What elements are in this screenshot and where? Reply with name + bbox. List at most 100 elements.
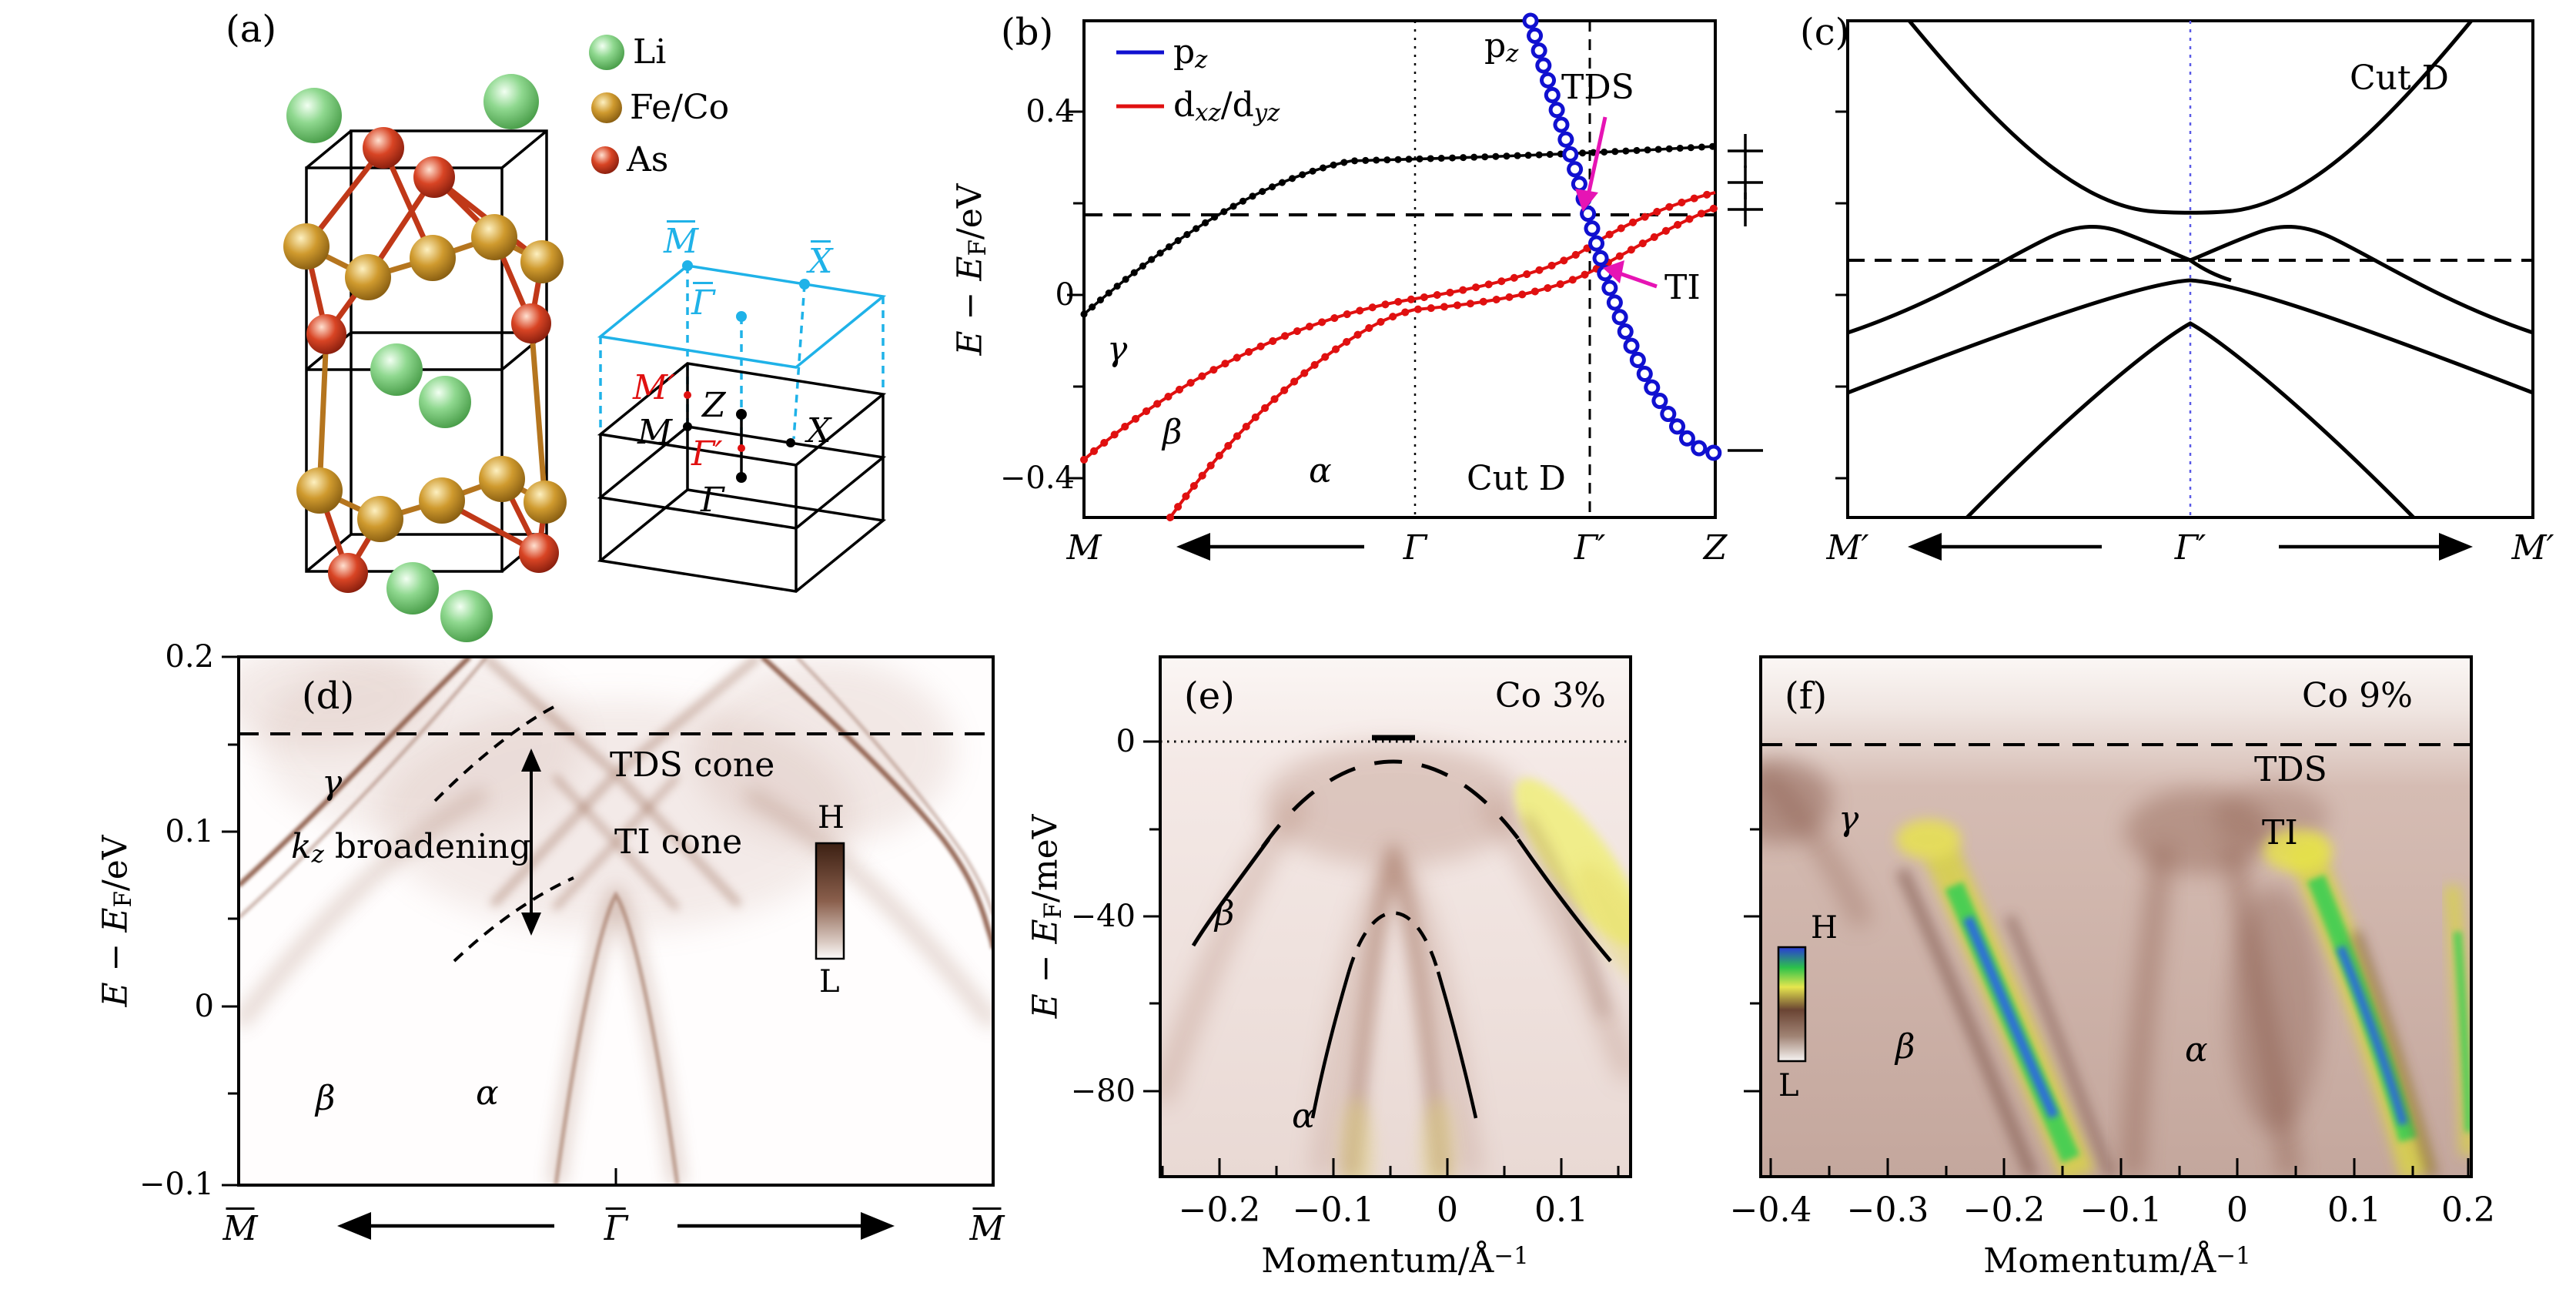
b-xlabel-gammaprime: Γ′ xyxy=(1574,528,1606,568)
b-pz-band-label: pz xyxy=(1484,26,1519,68)
atom-fe xyxy=(419,477,465,524)
d-ytick-m01: −0.1 xyxy=(139,1167,214,1202)
d-ytick-01: 0.1 xyxy=(165,814,214,849)
f-title: Co 9% xyxy=(2302,676,2413,715)
d-alpha-label: α xyxy=(476,1073,499,1113)
c-xlabel-right: M′ xyxy=(2511,528,2554,568)
legend-feco-label: Fe/Co xyxy=(630,88,730,127)
bz-gammaprime-label: Γ′ xyxy=(691,434,723,474)
f-beta-label: β xyxy=(1895,1027,1915,1067)
panel-e-ylabel: E − EF/meV xyxy=(1025,814,1067,1019)
atom-fe xyxy=(524,481,567,524)
c-right-arrow xyxy=(2279,533,2473,561)
e-xtick-m02: −0.2 xyxy=(1178,1191,1261,1230)
atom-li xyxy=(286,88,342,143)
f-xaxis-label: Momentum/Å−1 xyxy=(1983,1241,2251,1281)
atom-as xyxy=(306,314,346,354)
c-bands xyxy=(1847,19,2534,519)
f-colorbar-l: L xyxy=(1778,1068,1799,1103)
atom-as xyxy=(363,127,404,169)
atom-fe xyxy=(520,240,564,283)
e-xtick-0: 0 xyxy=(1437,1191,1458,1230)
crystal-structure xyxy=(283,74,567,642)
d-ytick-02: 0.2 xyxy=(165,639,214,675)
e-beta-label: β xyxy=(1215,894,1235,933)
b-xlabel-m: M xyxy=(1066,528,1102,568)
d-ti-cone-label: TI cone xyxy=(614,822,743,862)
f-xtick-m01: −0.1 xyxy=(2079,1191,2163,1230)
e-band-fits xyxy=(1191,735,1612,1119)
b-legend-dxz: dxz/dyz xyxy=(1173,85,1280,127)
feco-swatch xyxy=(591,92,622,123)
panel-d-ylabel: E − EF/eV xyxy=(95,835,137,1007)
d-beta-label: β xyxy=(316,1079,336,1118)
f-xtick-m03: −0.3 xyxy=(1846,1191,1929,1230)
b-xlabel-gamma: Γ xyxy=(1403,528,1427,568)
parity-marks xyxy=(1728,134,1763,452)
bz-mprime-label: M′ xyxy=(633,368,676,407)
b-legend-pz: pz xyxy=(1173,32,1208,74)
b-tds-label: TDS xyxy=(1561,68,1634,107)
panel-c-label: (c) xyxy=(1800,11,1850,54)
bz-gamma-label: Γ xyxy=(701,481,724,520)
f-xtick-02: 0.2 xyxy=(2441,1191,2495,1230)
panel-b-ylabel: E − EF/eV xyxy=(950,183,992,356)
e-ytick-m80: −80 xyxy=(1070,1073,1136,1109)
panel-a-label: (a) xyxy=(226,8,277,51)
f-colorbar xyxy=(1777,946,1807,1063)
d-gamma-label: γ xyxy=(322,763,343,802)
bz-z-label: Z xyxy=(702,386,726,425)
d-xlabel-right: M xyxy=(969,1207,1005,1248)
kz-dashed-guides xyxy=(433,703,574,963)
b-xlabel-z: Z xyxy=(1703,528,1728,568)
f-xtick-0: 0 xyxy=(2226,1191,2248,1230)
b-ytick-0: 0 xyxy=(1055,277,1075,313)
e-xtick-m01: −0.1 xyxy=(1292,1191,1375,1230)
legend-as-label: As xyxy=(627,140,669,179)
panel-b-plot xyxy=(1067,12,1763,561)
d-xlabel-left: M xyxy=(222,1207,258,1248)
panel-c-plot xyxy=(1835,19,2534,561)
kz-double-arrow xyxy=(521,748,541,936)
d-left-arrow xyxy=(337,1212,554,1240)
e-alpha-label: α xyxy=(1292,1097,1315,1136)
panel-e-plot xyxy=(1143,655,1632,1178)
atom-fe xyxy=(345,254,391,300)
panel-f-label: (f) xyxy=(1785,675,1828,718)
d-colorbar-h: H xyxy=(818,800,845,836)
e-xaxis-label: Momentum/Å−1 xyxy=(1261,1241,1529,1281)
f-gamma-label: γ xyxy=(1838,799,1859,839)
atom-fe xyxy=(471,214,517,260)
d-right-arrow xyxy=(677,1212,895,1240)
atom-fe xyxy=(357,496,403,542)
atom-as xyxy=(413,156,455,198)
d-heatmap xyxy=(239,657,993,1185)
b-alpha-label: α xyxy=(1309,451,1332,491)
b-ytick-04: 0.4 xyxy=(1025,94,1075,129)
atom-li xyxy=(386,562,439,615)
d-tds-cone-label: TDS cone xyxy=(610,745,775,785)
legend-swatches xyxy=(589,35,624,174)
bz-m-label: M xyxy=(637,413,673,452)
atom-as xyxy=(328,553,368,593)
alpha-band xyxy=(1166,204,1719,521)
panel-e-label: (e) xyxy=(1184,675,1235,718)
d-colorbar-l: L xyxy=(819,964,840,1000)
atom-li xyxy=(370,343,423,396)
b-left-arrow xyxy=(1176,533,1364,561)
c-xlabel-left: M′ xyxy=(1826,528,1869,568)
f-xtick-01: 0.1 xyxy=(2327,1191,2381,1230)
panel-f-plot xyxy=(1744,655,2473,1178)
b-gamma-label: γ xyxy=(1107,330,1128,369)
d-xlabel-center: Γ xyxy=(604,1207,628,1248)
atom-as xyxy=(511,303,551,343)
atoms xyxy=(283,74,567,642)
bz-xbar-label: X xyxy=(808,240,833,281)
beta-band xyxy=(1080,189,1719,464)
atom-fe xyxy=(479,456,525,502)
atom-fe xyxy=(283,223,330,270)
atom-as xyxy=(519,533,559,573)
f-xtick-m04: −0.4 xyxy=(1729,1191,1812,1230)
brillouin-zone xyxy=(597,260,887,593)
